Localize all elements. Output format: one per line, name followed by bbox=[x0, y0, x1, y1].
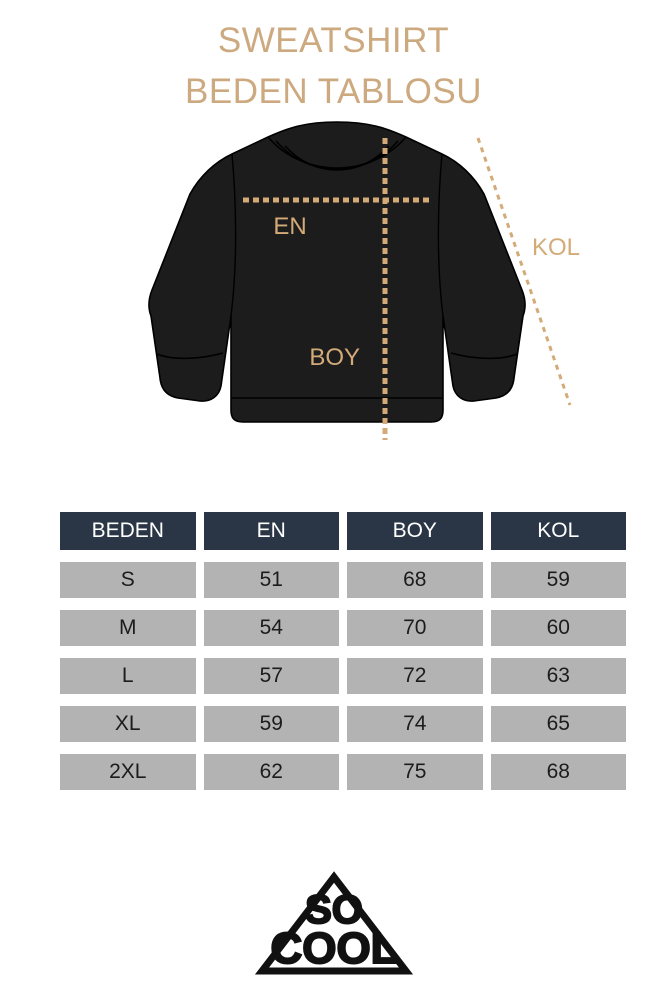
size-chart-table: BEDEN EN BOY KOL S 51 68 59 M 54 70 60 L… bbox=[60, 512, 626, 802]
sweatshirt-illustration: EN BOY KOL bbox=[0, 110, 667, 460]
table-row: S 51 68 59 bbox=[60, 562, 626, 598]
logo-triangle-icon bbox=[254, 871, 413, 975]
table-header-row: BEDEN EN BOY KOL bbox=[60, 512, 626, 550]
collar-detail bbox=[267, 136, 407, 171]
cuff-detail bbox=[156, 352, 518, 360]
table-row: 2XL 62 75 68 bbox=[60, 754, 626, 790]
cell-kol: 60 bbox=[490, 610, 626, 646]
table-row: XL 59 74 65 bbox=[60, 706, 626, 742]
column-header-boy: BOY bbox=[347, 512, 483, 550]
cell-boy: 74 bbox=[347, 706, 483, 742]
cell-size: XL bbox=[60, 706, 196, 742]
column-header-beden: BEDEN bbox=[60, 512, 196, 550]
sweatshirt-body-shape bbox=[148, 121, 526, 423]
label-boy: BOY bbox=[309, 344, 360, 371]
brand-logo: SO COOL bbox=[0, 871, 667, 986]
cell-en: 59 bbox=[203, 706, 339, 742]
cell-size: L bbox=[60, 658, 196, 694]
page-title: SWEATSHIRT BEDEN TABLOSU bbox=[0, 16, 667, 118]
cell-en: 54 bbox=[203, 610, 339, 646]
cell-size: S bbox=[60, 562, 196, 598]
cell-kol: 65 bbox=[490, 706, 626, 742]
cell-kol: 63 bbox=[490, 658, 626, 694]
logo-text-so: SO bbox=[305, 888, 363, 932]
column-header-en: EN bbox=[203, 512, 339, 550]
kol-measure-line bbox=[476, 137, 572, 406]
cell-boy: 68 bbox=[347, 562, 483, 598]
table-row: L 57 72 63 bbox=[60, 658, 626, 694]
logo-text-cool: COOL bbox=[270, 924, 397, 973]
cell-en: 51 bbox=[203, 562, 339, 598]
cell-en: 62 bbox=[203, 754, 339, 790]
cell-en: 57 bbox=[203, 658, 339, 694]
cell-boy: 75 bbox=[347, 754, 483, 790]
title-line-1: SWEATSHIRT bbox=[217, 21, 450, 60]
column-header-kol: KOL bbox=[490, 512, 626, 550]
label-en: EN bbox=[273, 213, 306, 240]
title-line-2: BEDEN TABLOSU bbox=[185, 71, 482, 111]
table-row: M 54 70 60 bbox=[60, 610, 626, 646]
cell-kol: 59 bbox=[490, 562, 626, 598]
label-kol: KOL bbox=[532, 234, 580, 261]
cell-size: M bbox=[60, 610, 196, 646]
cell-size: 2XL bbox=[60, 754, 196, 790]
cell-kol: 68 bbox=[490, 754, 626, 790]
cell-boy: 72 bbox=[347, 658, 483, 694]
shoulder-seam bbox=[230, 153, 444, 317]
cell-boy: 70 bbox=[347, 610, 483, 646]
